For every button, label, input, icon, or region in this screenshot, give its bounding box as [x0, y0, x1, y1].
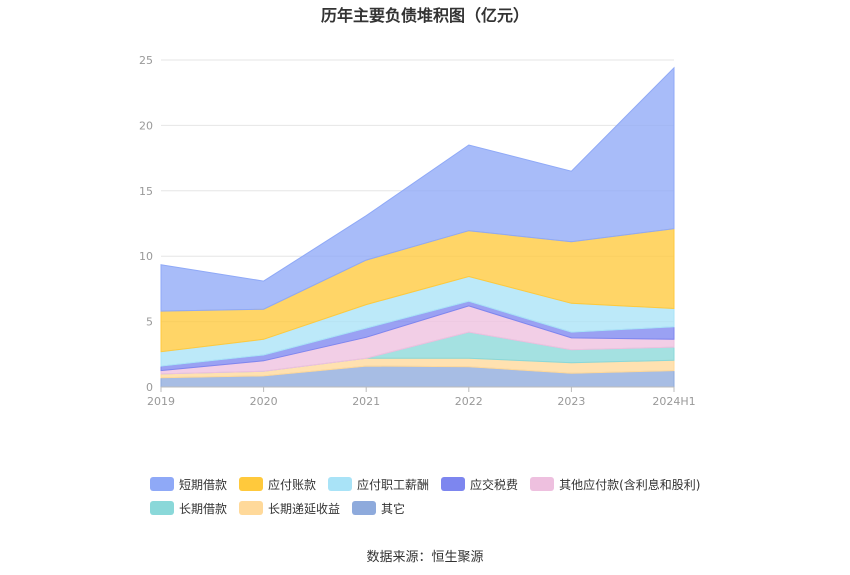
chart-legend: 短期借款 应付账款 应付职工薪酬 应交税费 其他应付款(含利息和股利) 长期借款 长期递延收…	[150, 472, 730, 520]
legend-swatch	[441, 477, 466, 491]
legend-label: 短期借款	[179, 477, 228, 492]
legend-swatch	[328, 477, 353, 491]
legend-item[interactable]: 应付账款	[239, 476, 316, 493]
legend-item[interactable]: 其他应付款(含利息和股利)	[530, 476, 700, 493]
legend-row: 长期借款 长期递延收益 其它	[150, 496, 730, 520]
legend-label: 应付职工薪酬	[357, 477, 430, 492]
legend-swatch	[530, 477, 555, 491]
legend-label: 其他应付款(含利息和股利)	[559, 477, 701, 492]
legend-item[interactable]: 长期递延收益	[239, 500, 340, 517]
y-tick-label: 5	[146, 316, 153, 329]
x-tick-label: 2020	[250, 395, 278, 408]
legend-label: 应交税费	[470, 477, 519, 492]
x-tick-label: 2021	[352, 395, 380, 408]
x-tick-label: 2024H1	[652, 395, 695, 408]
x-tick-label: 2022	[455, 395, 483, 408]
chart-title: 历年主要负债堆积图（亿元）	[320, 6, 529, 25]
legend-swatch	[239, 477, 264, 491]
y-tick-label: 10	[139, 250, 153, 263]
legend-item[interactable]: 短期借款	[150, 476, 227, 493]
legend-item[interactable]: 长期借款	[150, 500, 227, 517]
legend-label: 应付账款	[268, 477, 317, 492]
legend-item[interactable]: 其它	[352, 500, 405, 517]
legend-swatch	[150, 477, 174, 491]
x-tick-label: 2023	[557, 395, 585, 408]
y-tick-label: 0	[146, 381, 153, 394]
y-tick-label: 15	[139, 185, 153, 198]
legend-swatch	[352, 501, 377, 515]
x-tick-label: 2019	[147, 395, 175, 408]
legend-item[interactable]: 应交税费	[441, 476, 518, 493]
legend-swatch	[150, 501, 174, 515]
y-tick-label: 20	[139, 119, 153, 132]
legend-swatch	[239, 501, 264, 515]
legend-row: 短期借款 应付账款 应付职工薪酬 应交税费 其他应付款(含利息和股利)	[150, 472, 730, 496]
area-series	[160, 66, 675, 312]
y-tick-label: 25	[139, 54, 153, 67]
legend-label: 其它	[381, 501, 406, 516]
legend-label: 长期递延收益	[268, 501, 341, 516]
data-source: 数据来源：恒生聚源	[366, 550, 484, 565]
legend-item[interactable]: 应付职工薪酬	[328, 476, 429, 493]
legend-label: 长期借款	[179, 501, 228, 516]
